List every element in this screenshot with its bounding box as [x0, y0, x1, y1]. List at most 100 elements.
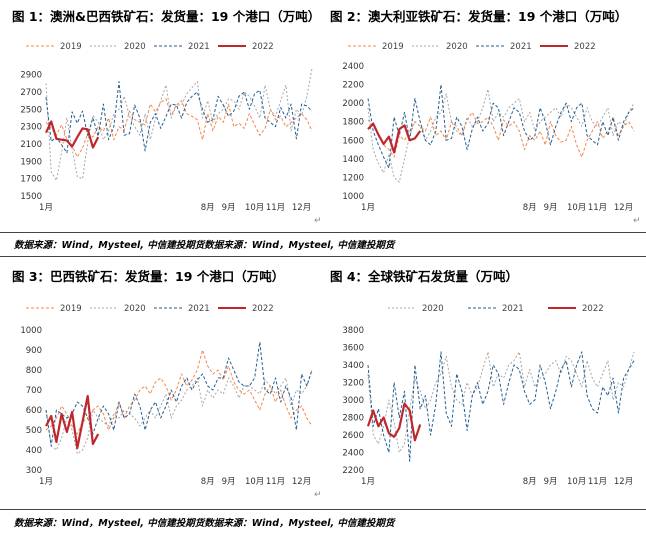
- x-tick-label: 11月: [266, 477, 285, 487]
- series-line-2020: [367, 88, 635, 183]
- chart-4-svg: 2020 2021 2022 2200 2400 2600 2800 3000 3200 3400…: [342, 304, 635, 487]
- y-tick-label: 2200: [342, 81, 364, 91]
- series-line-2019: [45, 98, 313, 158]
- legend-item-2021: 2021: [154, 304, 210, 314]
- y-tick-label: 1500: [20, 192, 42, 202]
- x-tick-label: 8月: [523, 203, 537, 213]
- x-tick-label: 10月: [245, 477, 264, 487]
- series-line-2021: [45, 341, 313, 447]
- legend-label-2019: 2019: [60, 42, 82, 52]
- chart-2-panel: 2019 2020 2021 2022 1000 1200 1400 1600 1800 2000…: [326, 30, 636, 240]
- y-tick-label: 2400: [342, 62, 364, 72]
- chart-3-panel: 2019 2020 2021 2022 300 400 500 600 700 800 900 100…: [4, 292, 314, 502]
- legend-item-2022: 2022: [218, 304, 274, 314]
- legend-item-2022: 2022: [540, 42, 596, 52]
- legend-label-2022: 2022: [252, 304, 274, 314]
- x-tick-label: 10月: [245, 203, 264, 213]
- y-tick-label: 2700: [20, 88, 42, 98]
- y-tick-label: 3800: [342, 326, 364, 336]
- y-tick-label: 1700: [20, 175, 42, 185]
- series-line-2020: [367, 351, 635, 453]
- x-tick-label: 9月: [544, 477, 558, 487]
- series-line-2022: [367, 122, 422, 154]
- x-tick-label: 12月: [614, 203, 633, 213]
- legend-label-2022: 2022: [582, 304, 604, 314]
- legend-item-2020: 2020: [90, 42, 146, 52]
- legend-label-2021: 2021: [188, 304, 210, 314]
- chart-2-svg: 2019 2020 2021 2022 1000 1200 1400 1600 1800 2000…: [342, 42, 635, 213]
- x-tick-label: 10月: [567, 477, 586, 487]
- x-tick-label: 12月: [292, 477, 311, 487]
- series-line-2021: [45, 81, 313, 154]
- y-tick-label: 1000: [20, 326, 42, 336]
- legend-item-2019: 2019: [348, 42, 404, 52]
- y-tick-label: 1000: [342, 192, 364, 202]
- x-tick-label: 1月: [361, 477, 375, 487]
- y-tick-label: 2000: [342, 99, 364, 109]
- y-tick-label: 2900: [20, 71, 42, 81]
- chart-2-title: 图 2：澳大利亚铁矿石：发货量：19 个港口（万吨）: [330, 9, 628, 24]
- y-tick-label: 1400: [342, 155, 364, 165]
- x-tick-label: 12月: [292, 203, 311, 213]
- series-line-2020: [45, 68, 313, 181]
- y-tick-label: 3400: [342, 361, 364, 371]
- legend-label-2021: 2021: [502, 304, 524, 314]
- chart-1-svg: 2019 2020 2021 2022 1500 1700 1900 2100 2300 2500…: [20, 42, 313, 213]
- legend-label-2020: 2020: [422, 304, 444, 314]
- series-line-2021: [367, 351, 635, 462]
- series-line-2022: [45, 394, 100, 450]
- y-tick-label: 2600: [342, 431, 364, 441]
- legend-item-2021: 2021: [468, 304, 524, 314]
- legend-label-2020: 2020: [446, 42, 468, 52]
- legend-item-2020: 2020: [388, 304, 444, 314]
- y-tick-label: 600: [26, 406, 42, 416]
- legend-item-2021: 2021: [154, 42, 210, 52]
- x-tick-label: 11月: [588, 203, 607, 213]
- y-tick-label: 3000: [342, 396, 364, 406]
- x-tick-label: 1月: [39, 203, 53, 213]
- x-tick-label: 1月: [361, 203, 375, 213]
- x-tick-label: 8月: [201, 203, 215, 213]
- legend-label-2019: 2019: [382, 42, 404, 52]
- x-tick-label: 8月: [523, 477, 537, 487]
- y-tick-label: 2500: [20, 105, 42, 115]
- legend-label-2019: 2019: [60, 304, 82, 314]
- y-tick-label: 2100: [20, 140, 42, 150]
- legend-label-2022: 2022: [574, 42, 596, 52]
- y-tick-label: 1200: [342, 173, 364, 183]
- divider-bottom: [0, 509, 646, 510]
- y-tick-label: 300: [26, 466, 42, 476]
- legend-label-2020: 2020: [124, 42, 146, 52]
- source-top: 数据来源：Wind，Mysteel, 中信建投期货数据来源：Wind，Myste…: [14, 240, 395, 251]
- legend-item-2020: 2020: [90, 304, 146, 314]
- divider-mid: [0, 256, 646, 257]
- paragraph-mark-icon: ↵: [314, 490, 322, 500]
- y-tick-label: 3200: [342, 379, 364, 389]
- x-tick-label: 11月: [266, 203, 285, 213]
- x-tick-label: 9月: [222, 477, 236, 487]
- chart-4-title: 图 4：全球铁矿石发货量（万吨）: [330, 269, 519, 284]
- paragraph-mark-icon: ↵: [633, 216, 641, 226]
- x-tick-label: 1月: [39, 477, 53, 487]
- source-bottom: 数据来源：Wind，Mysteel, 中信建投期货数据来源：Wind，Myste…: [14, 518, 395, 529]
- chart-4-panel: 2020 2021 2022 2200 2400 2600 2800 3000 3200 3400…: [326, 292, 636, 502]
- series-line-2019: [45, 349, 313, 435]
- y-tick-label: 3600: [342, 344, 364, 354]
- legend-item-2019: 2019: [26, 42, 82, 52]
- chart-1-panel: 2019 2020 2021 2022 1500 1700 1900 2100 2300 2500…: [4, 30, 314, 240]
- series-line-2021: [367, 84, 635, 169]
- x-tick-label: 11月: [588, 477, 607, 487]
- y-tick-label: 500: [26, 426, 42, 436]
- y-tick-label: 700: [26, 386, 42, 396]
- x-tick-label: 9月: [544, 203, 558, 213]
- y-tick-label: 1900: [20, 157, 42, 167]
- legend-item-2020: 2020: [412, 42, 468, 52]
- chart-3-title: 图 3：巴西铁矿石：发货量：19 个港口（万吨）: [12, 269, 285, 284]
- legend-item-2019: 2019: [26, 304, 82, 314]
- y-tick-label: 1600: [342, 136, 364, 146]
- x-tick-label: 8月: [201, 477, 215, 487]
- legend-label-2021: 2021: [510, 42, 532, 52]
- paragraph-mark-icon: ↵: [314, 216, 322, 226]
- legend-item-2022: 2022: [548, 304, 604, 314]
- chart-1-title: 图 1：澳洲&巴西铁矿石：发货量：19 个港口（万吨）: [12, 9, 321, 24]
